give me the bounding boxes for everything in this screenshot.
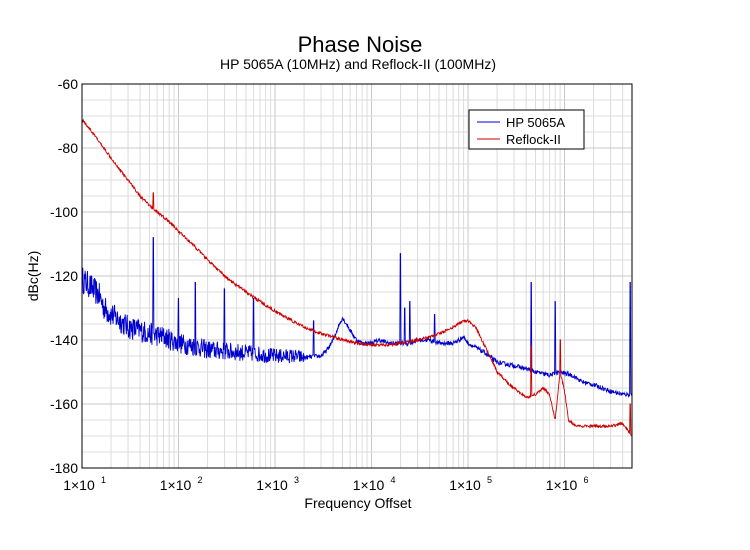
series-line-hp-5065a	[81, 237, 633, 398]
y-tick-label: -120	[50, 268, 78, 284]
series-layer	[81, 118, 633, 437]
x-tick-label: 1×10	[449, 477, 481, 493]
x-axis-label: Frequency Offset	[304, 495, 411, 511]
x-tick-exponent: 1	[101, 475, 106, 485]
x-tick-exponent: 6	[584, 475, 589, 485]
x-tick-label: 1×10	[63, 477, 95, 493]
y-tick-label: -80	[58, 140, 78, 156]
x-tick-label: 1×10	[353, 477, 385, 493]
y-axis-label: dBc(Hz)	[25, 251, 41, 302]
plot-frame	[81, 83, 633, 469]
x-tick-exponent: 2	[198, 475, 203, 485]
x-tick-label: 1×10	[546, 477, 578, 493]
chart-title: Phase Noise	[298, 32, 423, 57]
legend: HP 5065A Reflock-II	[468, 109, 585, 150]
legend-box	[468, 109, 585, 150]
y-tick-label: -60	[58, 76, 78, 92]
legend-label-hp5065a: HP 5065A	[506, 115, 565, 130]
chart-subtitle: HP 5065A (10MHz) and Reflock-II (100MHz)	[220, 56, 496, 72]
legend-label-reflock-ii: Reflock-II	[506, 132, 561, 147]
x-tick-label: 1×10	[256, 477, 288, 493]
y-tick-label: -140	[50, 332, 78, 348]
y-tick-label: -160	[50, 396, 78, 412]
x-axis-ticks: 1×10 1 1×10 2 1×10 3 1×10 4 1×10 5 1×10 6	[63, 475, 588, 493]
x-tick-exponent: 3	[294, 475, 299, 485]
y-axis-ticks: -60 -80 -100 -120 -140 -160 -180	[50, 76, 78, 476]
y-tick-label: -180	[50, 460, 78, 476]
x-tick-exponent: 5	[487, 475, 492, 485]
x-tick-label: 1×10	[160, 477, 192, 493]
y-tick-label: -100	[50, 204, 78, 220]
series-line-reflock-ii	[81, 118, 633, 437]
x-tick-exponent: 4	[391, 475, 396, 485]
